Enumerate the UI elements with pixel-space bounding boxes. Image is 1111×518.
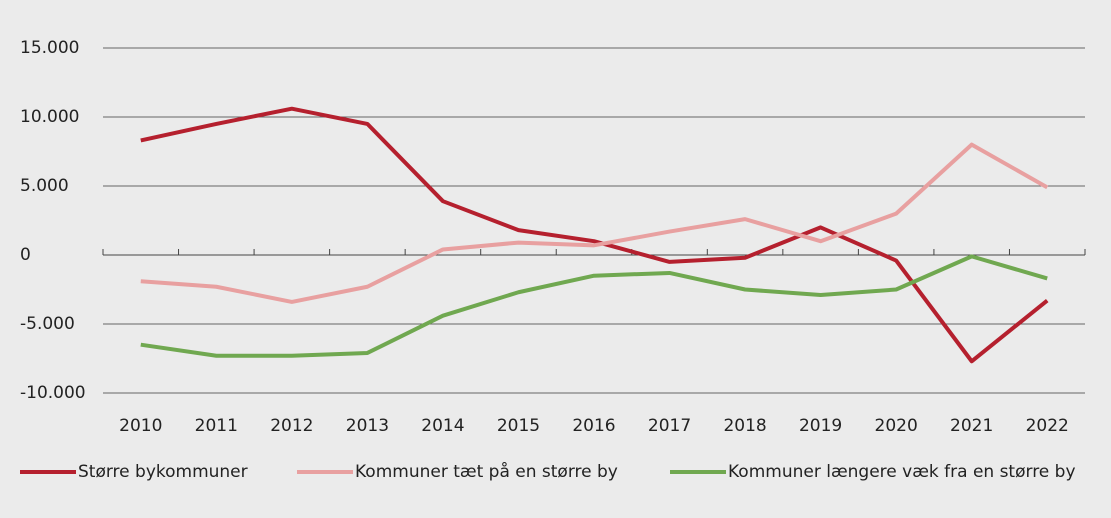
x-tick-label: 2022 [1026, 416, 1069, 436]
y-tick-label: 15.000 [20, 38, 79, 58]
legend-label: Kommuner længere væk fra en større by [728, 462, 1076, 482]
legend-label: Kommuner tæt på en større by [355, 461, 618, 482]
x-tick-label: 2017 [648, 416, 691, 436]
series-line [140, 254, 1048, 358]
x-tick-label: 2011 [195, 416, 238, 436]
y-tick-label: 0 [20, 245, 31, 265]
x-tick-label: 2012 [270, 416, 313, 436]
x-tick-label: 2021 [950, 416, 993, 436]
x-tick-label: 2019 [799, 416, 842, 436]
y-tick-label: -5.000 [20, 314, 75, 334]
y-tick-label: 5.000 [20, 176, 69, 196]
x-tick-label: 2013 [346, 416, 389, 436]
x-tick-label: 2010 [119, 416, 162, 436]
series-line [140, 106, 1049, 364]
x-tick-label: 2015 [497, 416, 540, 436]
legend-label: Større bykommuner [78, 462, 248, 482]
series-line [140, 142, 1049, 304]
x-tick-label: 2018 [723, 416, 766, 436]
x-tick-label: 2016 [572, 416, 615, 436]
y-tick-label: 10.000 [20, 107, 79, 127]
y-tick-label: -10.000 [20, 383, 86, 403]
x-tick-label: 2014 [421, 416, 464, 436]
x-tick-label: 2020 [875, 416, 918, 436]
